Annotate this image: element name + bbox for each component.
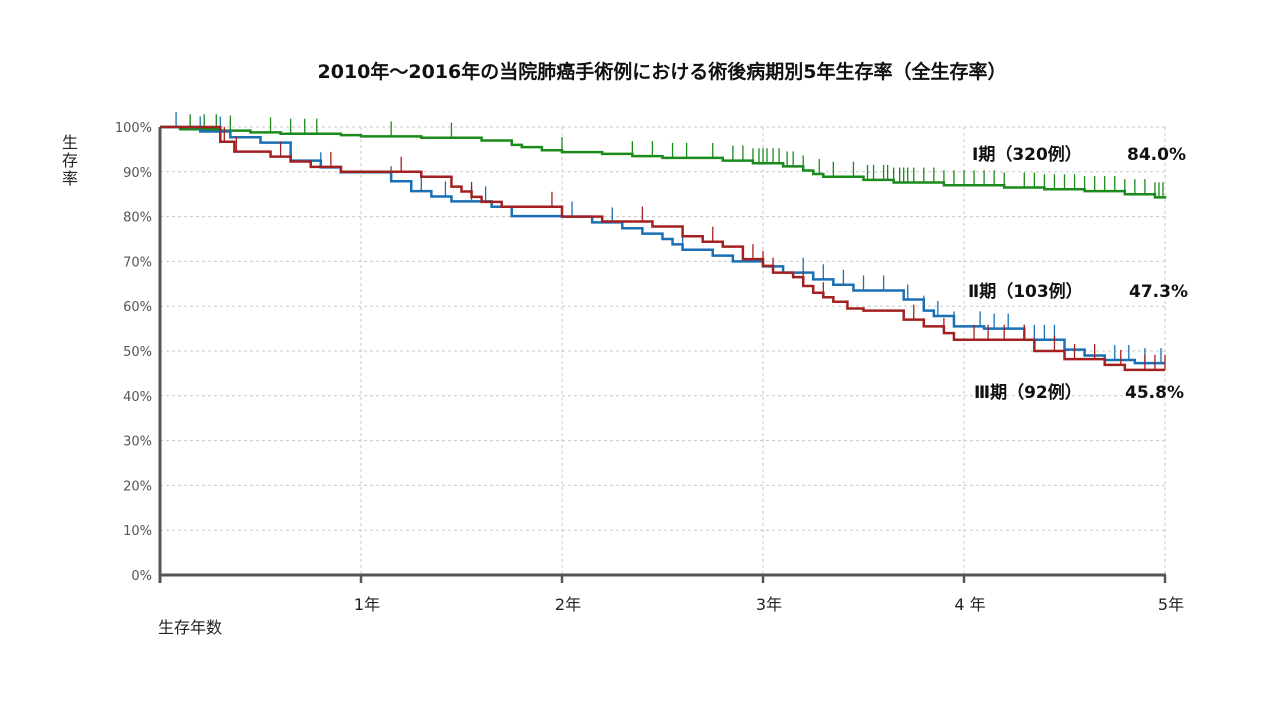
y-tick-label: 60% bbox=[123, 300, 152, 315]
x-tick-label: 3年 bbox=[756, 595, 782, 614]
stage-label: Ⅰ期（320例） bbox=[972, 144, 1082, 165]
x-axis-ticks: 1年 2年 3年 4 年 5年 bbox=[354, 575, 1184, 614]
y-tick-label: 100% bbox=[115, 121, 152, 136]
y-tick-label: 10% bbox=[123, 524, 152, 539]
stage-label: Ⅲ期（92例） bbox=[974, 382, 1082, 403]
axes bbox=[158, 127, 1166, 583]
y-tick-label: 0% bbox=[131, 569, 152, 584]
x-tick-label: 1年 bbox=[354, 595, 380, 614]
y-tick-label: 20% bbox=[123, 479, 152, 494]
grid bbox=[160, 126, 1166, 575]
five-year-rate: 45.8% bbox=[1125, 383, 1184, 403]
annotations: Ⅰ期（320例） 84.0% Ⅱ期（103例） 47.3% Ⅲ期（92例） 45.8% bbox=[968, 144, 1188, 403]
y-tick-label: 30% bbox=[123, 435, 152, 450]
series-3 bbox=[160, 125, 1166, 372]
stage-label: Ⅱ期（103例） bbox=[968, 281, 1083, 302]
five-year-rate: 47.3% bbox=[1129, 282, 1188, 302]
y-tick-label: 70% bbox=[123, 255, 152, 270]
y-tick-label: 80% bbox=[123, 211, 152, 226]
x-axis-title: 生存年数 bbox=[158, 618, 222, 637]
x-tick-label: 2年 bbox=[555, 595, 581, 614]
y-axis-title: 生存率 bbox=[62, 133, 78, 188]
y-tick-label: 50% bbox=[123, 345, 152, 360]
survival-line bbox=[160, 125, 1165, 372]
five-year-rate: 84.0% bbox=[1127, 145, 1186, 165]
x-tick-label: 5年 bbox=[1158, 595, 1184, 614]
y-tick-label: 90% bbox=[123, 166, 152, 181]
y-axis-ticks: 0% 10% 20% 30% 40% 50% 60% 70% 80% 90% 100% bbox=[115, 121, 152, 584]
y-tick-label: 40% bbox=[123, 390, 152, 405]
chart-title: 2010年～2016年の当院肺癌手術例における術後病期別5年生存率（全生存率） bbox=[318, 60, 1007, 83]
series-layer bbox=[160, 112, 1167, 372]
x-tick-label: 4 年 bbox=[954, 595, 985, 614]
